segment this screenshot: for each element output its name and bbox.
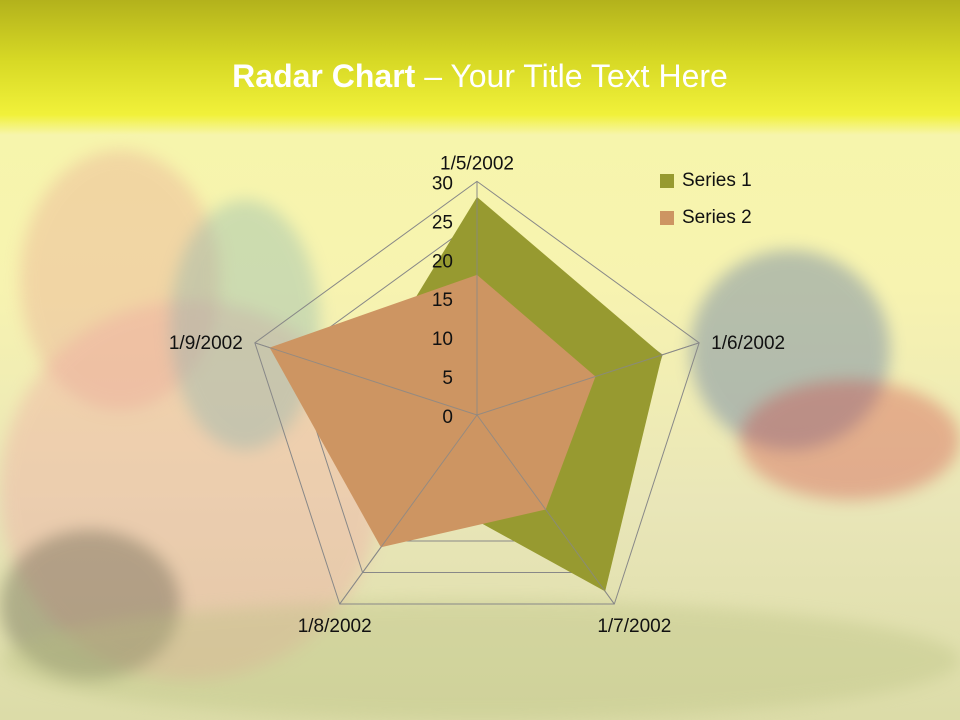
grid-ring [254,180,700,605]
legend-swatch [660,173,674,188]
radial-tick-label: 5 [442,368,453,389]
category-label: 1/6/2002 [711,333,785,354]
category-label: 1/5/2002 [440,153,514,174]
axis-line [254,342,478,416]
category-label: 1/8/2002 [298,616,372,637]
legend-label: Series 1 [682,169,752,191]
radial-tick-label: 0 [442,407,453,428]
legend-swatch [660,210,674,225]
category-label: 1/7/2002 [597,616,671,637]
radial-tick-label: 30 [432,173,453,194]
radial-tick-label: 10 [432,329,453,350]
radial-tick-label: 25 [432,212,453,233]
axis-line [476,414,615,605]
legend-item-series-2: Series 2 [660,199,752,236]
title-bold: Radar Chart [232,58,416,94]
legend-item-series-1: Series 1 [660,162,752,199]
legend: Series 1 Series 2 [660,162,752,236]
axis-line [476,342,700,416]
category-label: 1/9/2002 [169,333,243,354]
title-bar [0,0,960,135]
axis-line [339,414,478,605]
legend-label: Series 2 [682,206,752,228]
title-rest: – Your Title Text Here [415,58,728,94]
radial-tick-label: 20 [432,251,453,272]
slide-title: Radar Chart – Your Title Text Here [0,58,960,95]
series-2-area [269,274,596,548]
radial-tick-label: 15 [432,290,453,311]
